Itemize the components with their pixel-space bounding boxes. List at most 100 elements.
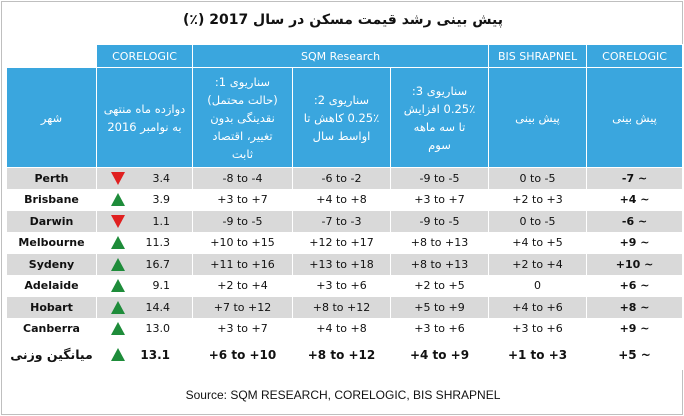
group-header-corelogic-forecast: CORELOGIC xyxy=(586,44,684,68)
group-header-row: CORELOGIC SQM Research BIS SHRAPNEL CORE… xyxy=(6,44,684,68)
scenario-3-cell: +2 to +5 xyxy=(389,274,490,297)
scenario-2-cell: +3 to +6 xyxy=(292,274,391,297)
scenario-3-cell: +4 to +9 xyxy=(389,339,490,370)
scenario-3-cell: +3 to +7 xyxy=(389,188,490,211)
city-cell: Sydeny xyxy=(6,253,97,276)
table-row: Adelaide 9.1 +2 to +4 +3 to +6 +2 to +5 0 +6 ~ xyxy=(6,274,684,297)
corelogic-forecast-cell: +9 ~ xyxy=(586,231,684,254)
scenario-1-cell: +3 to +7 xyxy=(192,188,293,211)
city-cell: Melbourne xyxy=(6,231,97,254)
scenario-3-cell: +8 to +13 xyxy=(389,231,490,254)
actual-growth-cell: 11.3 xyxy=(96,231,193,254)
actual-growth-value: 11.3 xyxy=(145,236,171,250)
forecast-table: CORELOGIC SQM Research BIS SHRAPNEL CORE… xyxy=(6,44,684,370)
scenario-2-cell: +8 to +12 xyxy=(292,296,391,319)
scenario-2-cell: +12 to +17 xyxy=(292,231,391,254)
scenario-2-cell: +8 to +12 xyxy=(292,339,391,370)
corelogic-forecast-cell: +10 ~ xyxy=(586,253,684,276)
column-header-city: شهر xyxy=(6,67,97,168)
scenario-2-cell: +13 to +18 xyxy=(292,253,391,276)
bis-forecast-cell: +3 to +6 xyxy=(488,317,588,340)
corelogic-forecast-cell: -6 ~ xyxy=(586,210,684,233)
total-row: میانگین وزنی 13.1 +6 to +10 +8 to +12 +4 to … xyxy=(6,339,684,370)
source-note: Source: SQM RESEARCH, CORELOGIC, BIS SHR… xyxy=(185,388,501,402)
corelogic-forecast-cell: +5 ~ xyxy=(586,339,684,370)
up-arrow-icon xyxy=(111,348,125,361)
bis-forecast-cell: 0 to -5 xyxy=(488,210,588,233)
scenario-2-cell: -7 to -3 xyxy=(292,210,391,233)
table-row: Hobart 14.4 +7 to +12 +8 to +12 +5 to +9 +4 t… xyxy=(6,296,684,319)
group-header-bis: BIS SHRAPNEL xyxy=(488,44,588,68)
table-body: Perth 3.4 -8 to -4 -6 to -2 -9 to -5 0 to -5-… xyxy=(6,167,684,370)
actual-growth-cell: 14.4 xyxy=(96,296,193,319)
bis-forecast-cell: +1 to +3 xyxy=(488,339,588,370)
scenario-1-cell: +11 to +16 xyxy=(192,253,293,276)
up-arrow-icon xyxy=(111,300,125,314)
scenario-2-cell: -6 to -2 xyxy=(292,167,391,190)
city-cell: Canberra xyxy=(6,317,97,340)
up-arrow-icon xyxy=(111,279,125,293)
scenario-1-cell: +10 to +15 xyxy=(192,231,293,254)
actual-growth-cell: 3.4 xyxy=(96,167,193,190)
bis-forecast-cell: +2 to +3 xyxy=(488,188,588,211)
actual-growth-value: 3.4 xyxy=(152,171,171,185)
table-row: Darwin 1.1 -9 to -5 -7 to -3 -9 to -5 0 to -5… xyxy=(6,210,684,233)
up-arrow-icon xyxy=(111,193,125,207)
table-row: Sydeny 16.7 +11 to +16 +13 to +18 +8 to +13 +… xyxy=(6,253,684,276)
city-cell: Hobart xyxy=(6,296,97,319)
actual-growth-value: 3.9 xyxy=(152,193,171,207)
scenario-3-cell: +5 to +9 xyxy=(389,296,490,319)
table-row: Canberra 13.0 +3 to +7 +4 to +8 +3 to +6 +3 t… xyxy=(6,317,684,340)
actual-growth-value: 13.1 xyxy=(140,347,170,362)
down-arrow-icon xyxy=(111,171,125,185)
corelogic-forecast-cell: +9 ~ xyxy=(586,317,684,340)
corelogic-forecast-cell: -7 ~ xyxy=(586,167,684,190)
bis-forecast-cell: 0 to -5 xyxy=(488,167,588,190)
city-cell: Adelaide xyxy=(6,274,97,297)
scenario-1-cell: +3 to +7 xyxy=(192,317,293,340)
actual-growth-cell: 13.0 xyxy=(96,317,193,340)
scenario-1-cell: -8 to -4 xyxy=(192,167,293,190)
table-row: Brisbane 3.9 +3 to +7 +4 to +8 +3 to +7 +2 to… xyxy=(6,188,684,211)
corelogic-forecast-cell: +6 ~ xyxy=(586,274,684,297)
scenario-1-cell: -9 to -5 xyxy=(192,210,293,233)
actual-growth-cell: 1.1 xyxy=(96,210,193,233)
city-cell: Brisbane xyxy=(6,188,97,211)
table-row: Melbourne 11.3 +10 to +15 +12 to +17 +8 to +… xyxy=(6,231,684,254)
actual-growth-value: 1.1 xyxy=(152,214,171,228)
actual-growth-cell: 9.1 xyxy=(96,274,193,297)
scenario-2-cell: +4 to +8 xyxy=(292,188,391,211)
table-row: Perth 3.4 -8 to -4 -6 to -2 -9 to -5 0 to -5-… xyxy=(6,167,684,190)
group-header-blank xyxy=(6,44,97,68)
column-header-scenario-1: سناریوی 1: (حالت محتمل) نقدینگی بدون تغی… xyxy=(192,67,293,168)
scenario-3-cell: -9 to -5 xyxy=(389,167,490,190)
column-header-scenario-3: سناریوی 3: ٪0.25 افزایش تا سه ماهه سوم xyxy=(389,67,490,168)
city-cell: Perth xyxy=(6,167,97,190)
bis-forecast-cell: 0 xyxy=(488,274,588,297)
actual-growth-value: 16.7 xyxy=(145,257,171,271)
scenario-3-cell: +3 to +6 xyxy=(389,317,490,340)
actual-growth-cell: 3.9 xyxy=(96,188,193,211)
actual-growth-cell: 13.1 xyxy=(96,339,193,370)
city-cell: Darwin xyxy=(6,210,97,233)
bis-forecast-cell: +2 to +4 xyxy=(488,253,588,276)
bis-forecast-cell: +4 to +6 xyxy=(488,296,588,319)
up-arrow-icon xyxy=(111,257,125,271)
group-header-sqm: SQM Research xyxy=(191,44,490,68)
column-header-corelogic-forecast: پیش بینی xyxy=(586,67,684,168)
down-arrow-icon xyxy=(111,214,125,228)
scenario-1-cell: +2 to +4 xyxy=(192,274,293,297)
scenario-2-cell: +4 to +8 xyxy=(292,317,391,340)
actual-growth-value: 14.4 xyxy=(145,300,171,314)
scenario-3-cell: +8 to +13 xyxy=(389,253,490,276)
bis-forecast-cell: +4 to +5 xyxy=(488,231,588,254)
scenario-3-cell: -9 to -5 xyxy=(389,210,490,233)
actual-growth-cell: 16.7 xyxy=(96,253,193,276)
actual-growth-value: 13.0 xyxy=(145,322,171,336)
scenario-1-cell: +6 to +10 xyxy=(192,339,293,370)
corelogic-forecast-cell: +8 ~ xyxy=(586,296,684,319)
column-header-actual: دوازده ماه منتهی به نوامبر 2016 xyxy=(96,67,193,168)
corelogic-forecast-cell: +4 ~ xyxy=(586,188,684,211)
up-arrow-icon xyxy=(111,322,125,336)
